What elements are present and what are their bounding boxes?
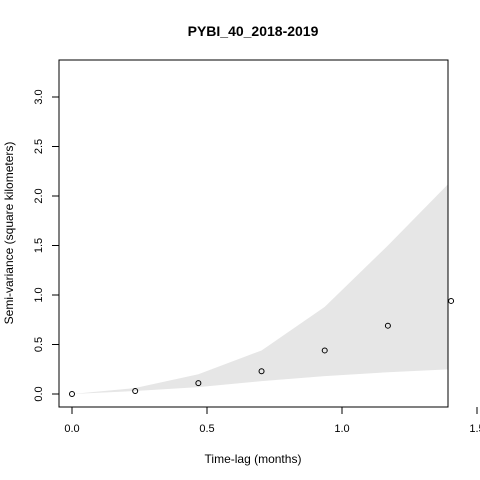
x-tick-label: 1.0	[334, 423, 349, 435]
data-point	[258, 368, 265, 375]
confidence-band	[72, 184, 448, 394]
x-tick-label: 1.5	[469, 423, 480, 435]
y-tick-label: 0.5	[33, 337, 45, 352]
points-layer	[69, 297, 455, 397]
data-point	[69, 391, 75, 397]
x-tick-label: 0.0	[64, 423, 79, 435]
y-tick-label: 3.0	[33, 89, 45, 104]
y-axis-label: Semi-variance (square kilometers)	[2, 142, 16, 325]
y-tick-label: 2.5	[33, 139, 45, 154]
x-axis: 0.00.51.01.52.02.5	[64, 407, 480, 435]
confidence-band-layer	[72, 184, 448, 394]
data-point	[321, 347, 328, 354]
y-tick-label: 1.0	[33, 287, 45, 302]
plot-frame	[58, 59, 449, 408]
x-axis-label: Time-lag (months)	[205, 452, 302, 466]
y-axis: 0.0 0.5 1.0 1.5 2.0 2.5 3.0	[33, 89, 59, 402]
y-tick-label: 0.0	[33, 386, 45, 401]
data-point	[132, 388, 139, 395]
chart-title: PYBI_40_2018-2019	[188, 23, 319, 39]
y-tick-label: 2.0	[33, 188, 45, 203]
x-tick-label: 0.5	[199, 423, 214, 435]
data-point	[384, 322, 391, 329]
data-point	[195, 380, 202, 387]
data-point	[448, 297, 455, 304]
y-tick-label: 1.5	[33, 238, 45, 253]
